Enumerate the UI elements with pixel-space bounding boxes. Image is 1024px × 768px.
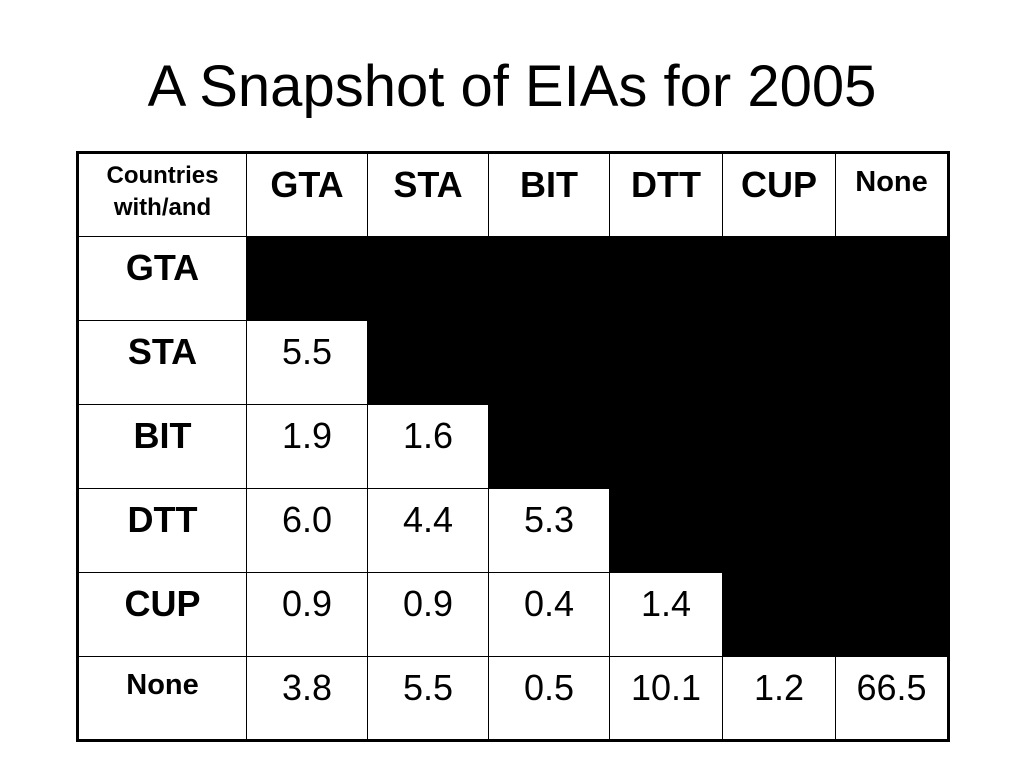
empty-cell bbox=[488, 320, 610, 405]
table-row: BIT 1.9 1.6 bbox=[77, 404, 949, 489]
corner-header: Countries with/and bbox=[77, 152, 247, 237]
value-cell: 66.5 bbox=[835, 656, 949, 741]
eia-matrix-table: Countries with/and GTA STA BIT DTT CUP N… bbox=[76, 151, 950, 742]
value-cell: 10.1 bbox=[609, 656, 723, 741]
empty-cell bbox=[722, 236, 836, 321]
empty-cell bbox=[835, 320, 949, 405]
row-header: CUP bbox=[77, 572, 247, 657]
table-row: STA 5.5 bbox=[77, 320, 949, 405]
value-cell: 1.4 bbox=[609, 572, 723, 657]
empty-cell bbox=[609, 488, 723, 573]
row-header: None bbox=[77, 656, 247, 741]
header-row: Countries with/and GTA STA BIT DTT CUP N… bbox=[77, 152, 949, 237]
value-cell: 4.4 bbox=[367, 488, 489, 573]
empty-cell bbox=[722, 572, 836, 657]
column-header: GTA bbox=[246, 152, 368, 237]
empty-cell bbox=[609, 320, 723, 405]
table-row: DTT 6.0 4.4 5.3 bbox=[77, 488, 949, 573]
row-header: GTA bbox=[77, 236, 247, 321]
row-header: DTT bbox=[77, 488, 247, 573]
value-cell: 5.5 bbox=[367, 656, 489, 741]
value-cell: 0.5 bbox=[488, 656, 610, 741]
empty-cell bbox=[488, 236, 610, 321]
empty-cell bbox=[609, 236, 723, 321]
value-cell: 5.5 bbox=[246, 320, 368, 405]
empty-cell bbox=[835, 404, 949, 489]
column-header: BIT bbox=[488, 152, 610, 237]
column-header: STA bbox=[367, 152, 489, 237]
empty-cell bbox=[367, 320, 489, 405]
empty-cell bbox=[488, 404, 610, 489]
value-cell: 0.9 bbox=[246, 572, 368, 657]
empty-cell bbox=[367, 236, 489, 321]
value-cell: 1.6 bbox=[367, 404, 489, 489]
empty-cell bbox=[722, 320, 836, 405]
empty-cell bbox=[722, 488, 836, 573]
value-cell: 1.2 bbox=[722, 656, 836, 741]
empty-cell bbox=[246, 236, 368, 321]
empty-cell bbox=[835, 236, 949, 321]
row-header: STA bbox=[77, 320, 247, 405]
empty-cell bbox=[835, 488, 949, 573]
column-header: DTT bbox=[609, 152, 723, 237]
empty-cell bbox=[609, 404, 723, 489]
slide-title: A Snapshot of EIAs for 2005 bbox=[147, 54, 877, 119]
table-row: None 3.8 5.5 0.5 10.1 1.2 66.5 bbox=[77, 656, 949, 741]
value-cell: 3.8 bbox=[246, 656, 368, 741]
value-cell: 0.4 bbox=[488, 572, 610, 657]
value-cell: 1.9 bbox=[246, 404, 368, 489]
empty-cell bbox=[835, 572, 949, 657]
value-cell: 0.9 bbox=[367, 572, 489, 657]
value-cell: 6.0 bbox=[246, 488, 368, 573]
table-row: CUP 0.9 0.9 0.4 1.4 bbox=[77, 572, 949, 657]
row-header: BIT bbox=[77, 404, 247, 489]
value-cell: 5.3 bbox=[488, 488, 610, 573]
table-row: GTA bbox=[77, 236, 949, 321]
column-header: None bbox=[835, 152, 949, 237]
empty-cell bbox=[722, 404, 836, 489]
column-header: CUP bbox=[722, 152, 836, 237]
